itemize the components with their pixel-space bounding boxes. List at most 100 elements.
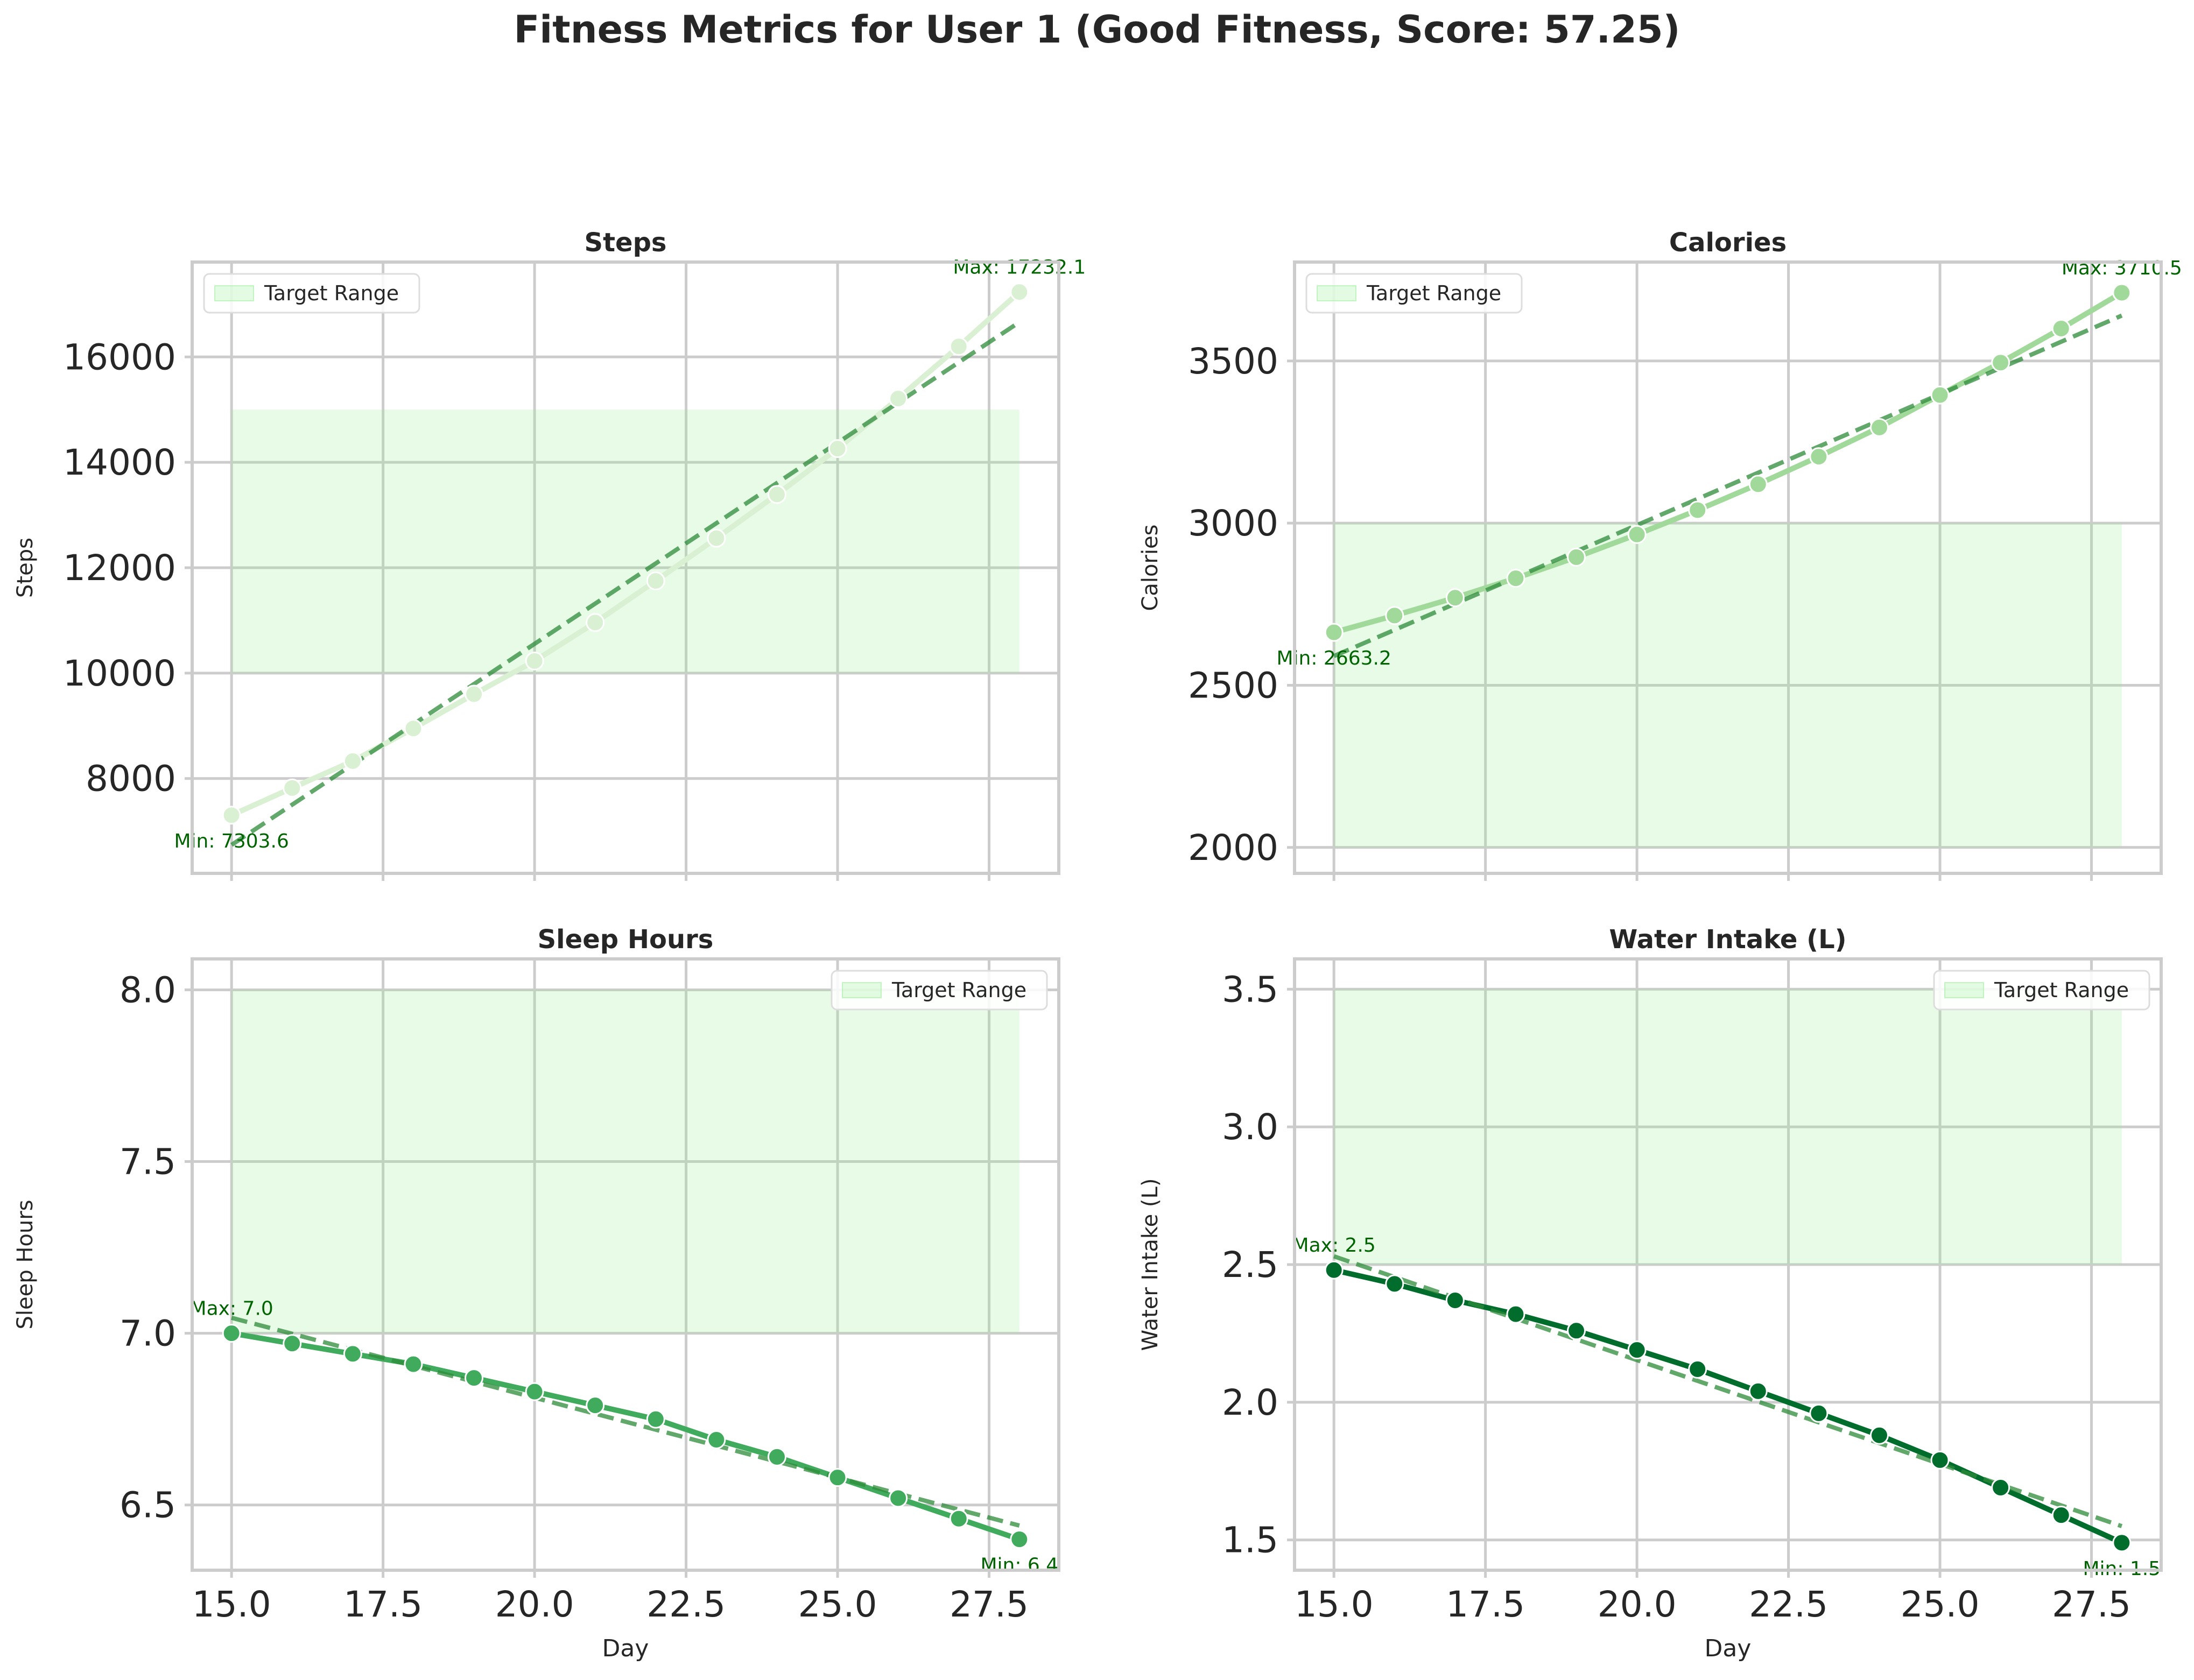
x-tick-label: 22.5 [646, 1584, 726, 1625]
data-point [343, 751, 362, 771]
legend-swatch [1317, 285, 1356, 301]
data-point [1445, 588, 1465, 608]
y-tick-label: 3.0 [1222, 1106, 1278, 1148]
panel-title: Calories [1669, 228, 1787, 258]
target-range-band [231, 990, 1019, 1333]
y-axis-label: Steps [13, 538, 38, 598]
data-point [646, 571, 665, 590]
legend-box [203, 273, 420, 314]
data-point [1324, 1260, 1344, 1280]
data-point [1627, 525, 1647, 544]
data-point [404, 719, 423, 738]
data-point [1748, 1381, 1768, 1401]
data-point [707, 1430, 726, 1449]
target-range-band [231, 410, 1019, 673]
x-axis-label: Day [602, 1635, 649, 1662]
y-tick-label: 8.0 [119, 969, 176, 1011]
data-point [283, 778, 302, 797]
data-point [1809, 1403, 1829, 1423]
y-axis-label: Calories [1138, 524, 1163, 611]
x-tick-label: 25.0 [1901, 1584, 1980, 1625]
trend-line [1333, 313, 2123, 658]
data-point [525, 651, 544, 670]
y-tick-label: 6.5 [119, 1485, 176, 1526]
y-tick-label: 14000 [63, 442, 176, 483]
data-point [222, 1324, 241, 1343]
x-tick-label: 20.0 [495, 1584, 574, 1625]
y-tick-label: 12000 [63, 547, 176, 589]
legend-swatch [1944, 982, 1984, 998]
series-line [1331, 1267, 2125, 1545]
data-point [1930, 1450, 1950, 1470]
data-point [889, 389, 908, 408]
data-point [465, 1368, 484, 1388]
data-point [1385, 606, 1404, 625]
trend-line [230, 320, 1021, 847]
y-tick-label: 3000 [1188, 503, 1278, 544]
x-tick-label: 15.0 [192, 1584, 271, 1625]
panel-title: Sleep Hours [538, 924, 714, 955]
data-point [404, 1354, 423, 1374]
data-point [1324, 623, 1344, 642]
trend-line [1333, 1254, 2123, 1528]
y-tick-label: 7.5 [119, 1141, 176, 1183]
y-tick-label: 2.5 [1222, 1244, 1278, 1286]
data-point [2112, 283, 2132, 302]
x-tick-label: 15.0 [1295, 1584, 1374, 1625]
data-point [2112, 1533, 2132, 1552]
data-point [1627, 1340, 1647, 1360]
data-point [1991, 353, 2010, 372]
x-tick-label: 27.5 [950, 1584, 1029, 1625]
axes-frame [1293, 260, 2163, 875]
data-point [1869, 418, 1889, 437]
legend-label: Target Range [264, 281, 399, 305]
data-point [343, 1344, 362, 1364]
min-annotation: Min: 6.4 [980, 1555, 1058, 1577]
data-point [767, 1447, 786, 1466]
y-tick-label: 2500 [1188, 665, 1278, 706]
data-point [949, 1509, 968, 1528]
legend: Target Range [831, 970, 1048, 1011]
legend-label: Target Range [1994, 978, 2129, 1002]
data-point [222, 806, 241, 825]
series-line [1331, 290, 2125, 636]
y-tick-label: 2000 [1188, 827, 1278, 869]
target-range-band [1334, 523, 2122, 848]
legend-label: Target Range [891, 978, 1026, 1002]
y-tick-label: 2.0 [1222, 1382, 1278, 1423]
data-point [1445, 1291, 1465, 1310]
data-point [1506, 569, 1525, 588]
axes-frame [191, 957, 1060, 1572]
data-point [1930, 385, 1950, 405]
data-point [1688, 500, 1707, 520]
data-point [465, 684, 484, 704]
data-point [707, 528, 726, 548]
data-point [525, 1382, 544, 1401]
data-point [828, 1468, 847, 1487]
data-point [283, 1334, 302, 1353]
data-point [828, 439, 847, 458]
x-tick-label: 20.0 [1598, 1584, 1677, 1625]
max-annotation: Max: 2.5 [1292, 1234, 1376, 1257]
data-point [1385, 1274, 1404, 1294]
y-tick-label: 16000 [63, 336, 176, 378]
data-point [1010, 283, 1029, 302]
data-point [586, 613, 605, 632]
max-annotation: Max: 7.0 [190, 1298, 273, 1320]
data-point [2051, 319, 2071, 338]
data-point [1010, 1530, 1029, 1549]
series-line [229, 1330, 1022, 1542]
x-tick-label: 25.0 [798, 1584, 877, 1625]
y-tick-label: 3.5 [1222, 969, 1278, 1010]
y-axis-label: Water Intake (L) [1138, 1178, 1163, 1351]
max-annotation: Max: 17232.1 [953, 257, 1086, 279]
legend-swatch [842, 982, 882, 998]
x-tick-label: 17.5 [1446, 1584, 1525, 1625]
data-point [1748, 475, 1768, 494]
data-point [1869, 1425, 1889, 1445]
y-axis-label: Sleep Hours [13, 1199, 38, 1329]
